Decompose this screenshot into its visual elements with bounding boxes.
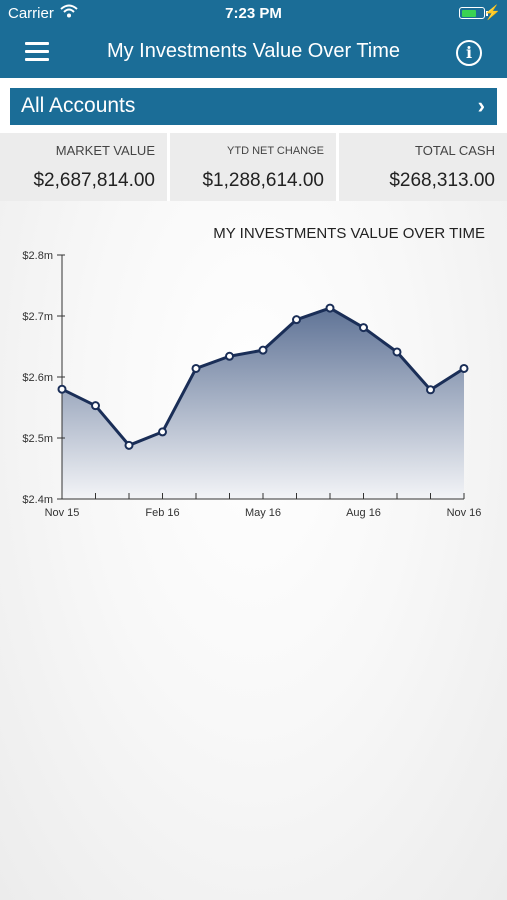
y-tick-label: $2.5m xyxy=(22,433,53,445)
summary-panel: MARKET VALUE $2,687,814.00 YTD NET CHANG… xyxy=(0,133,507,201)
ytd-net-change-amount: $1,288,614.00 xyxy=(202,170,324,191)
status-bar: Carrier 7:23 PM ⚡ xyxy=(0,0,507,28)
y-tick-label: $2.4m xyxy=(22,494,53,506)
investments-chart: $2.4m $2.5m $2.6m $2.7m $2.8m Nov 15 Feb 16 May… xyxy=(22,250,482,519)
chevron-right-icon: › xyxy=(477,93,485,118)
account-selector-label: All Accounts xyxy=(21,94,136,117)
x-tick-label: Nov 15 xyxy=(45,507,80,519)
x-tick-label: Feb 16 xyxy=(145,507,179,519)
data-point xyxy=(292,315,301,325)
data-point xyxy=(392,347,402,357)
data-point xyxy=(191,363,201,373)
chart-title: MY INVESTMENTS VALUE OVER TIME xyxy=(213,225,485,242)
x-tick-label: Nov 16 xyxy=(447,507,482,519)
nav-bar: My Investments Value Over Time i xyxy=(0,28,507,78)
ytd-net-change-label: YTD NET CHANGE xyxy=(227,145,324,157)
x-tick-label: Aug 16 xyxy=(346,507,381,519)
y-tick-label: $2.6m xyxy=(22,372,53,384)
data-point xyxy=(359,323,368,333)
chart-area-fill xyxy=(62,308,464,499)
y-tick-label: $2.7m xyxy=(22,311,53,323)
hamburger-menu-icon[interactable] xyxy=(25,42,49,64)
data-point xyxy=(57,384,67,394)
data-point xyxy=(426,385,435,395)
data-point xyxy=(258,345,268,355)
data-point xyxy=(459,363,469,373)
data-point xyxy=(225,351,234,361)
x-tick-label: May 16 xyxy=(245,507,281,519)
charging-icon: ⚡ xyxy=(483,4,501,20)
info-icon[interactable]: i xyxy=(456,40,482,66)
total-cash-card: TOTAL CASH $268,313.00 xyxy=(339,133,507,201)
market-value-card: MARKET VALUE $2,687,814.00 xyxy=(0,133,170,201)
market-value-label: MARKET VALUE xyxy=(55,143,155,158)
carrier-label: Carrier xyxy=(8,5,54,22)
chart-area: MY INVESTMENTS VALUE OVER TIME $2.4m $2.5… xyxy=(0,201,507,900)
battery-nub xyxy=(486,11,488,16)
ytd-net-change-card: YTD NET CHANGE $1,288,614.00 xyxy=(170,133,339,201)
y-tick-label: $2.8m xyxy=(22,250,53,262)
data-point xyxy=(124,440,134,450)
total-cash-label: TOTAL CASH xyxy=(415,143,495,158)
market-value-amount: $2,687,814.00 xyxy=(33,170,155,191)
data-point xyxy=(158,427,167,437)
clock: 7:23 PM xyxy=(225,5,282,22)
page-title: My Investments Value Over Time xyxy=(106,40,401,62)
data-point xyxy=(325,303,335,313)
account-selector-button[interactable]: All Accounts › xyxy=(10,88,497,125)
wifi-icon xyxy=(60,4,78,22)
data-point xyxy=(91,401,100,411)
total-cash-amount: $268,313.00 xyxy=(389,170,495,191)
battery-icon xyxy=(459,7,485,19)
